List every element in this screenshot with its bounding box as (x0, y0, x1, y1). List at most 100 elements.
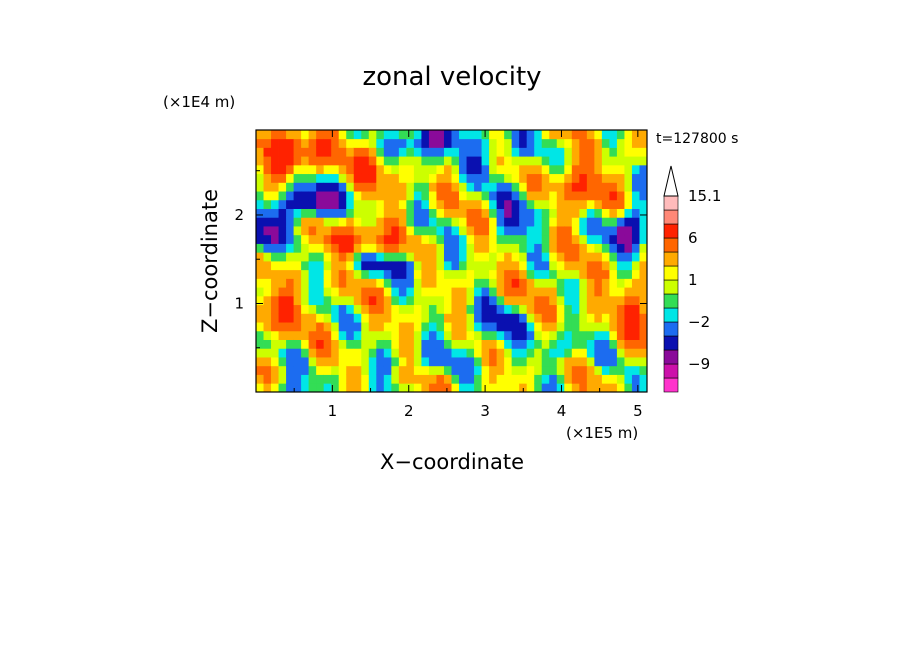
heatmap-cell (406, 374, 415, 384)
heatmap-cell (481, 322, 490, 332)
heatmap-cell (541, 191, 550, 201)
heatmap-cell (481, 278, 490, 288)
heatmap-cell (466, 348, 475, 358)
heatmap-cell (489, 365, 498, 375)
heatmap-cell (428, 287, 437, 297)
heatmap-cell (391, 278, 400, 288)
heatmap-cell (398, 295, 407, 306)
heatmap-cell (519, 365, 528, 375)
heatmap-cell (413, 313, 422, 323)
heatmap-cell (368, 173, 377, 183)
heatmap-cell (616, 173, 625, 183)
heatmap-cell (256, 130, 264, 140)
heatmap-cell (368, 164, 377, 175)
heatmap-cell (601, 164, 610, 175)
heatmap-cell (286, 322, 294, 332)
heatmap-cell (466, 138, 475, 148)
heatmap-cell (579, 208, 588, 218)
heatmap-cell (579, 130, 588, 140)
heatmap-cell (631, 173, 640, 183)
heatmap-cell (496, 374, 505, 384)
heatmap-cell (406, 226, 415, 236)
heatmap-cell (338, 243, 347, 253)
heatmap-cell (556, 182, 565, 192)
heatmap-cell (586, 348, 595, 358)
heatmap-cell (564, 304, 573, 314)
heatmap-cell (353, 330, 362, 340)
colorbar-label: −2 (688, 313, 710, 331)
heatmap-cell (601, 156, 610, 166)
heatmap-cell (534, 304, 543, 314)
heatmap-cell (346, 234, 355, 244)
heatmap-cell (519, 278, 528, 288)
heatmap-cell (564, 313, 573, 323)
heatmap-cell (496, 278, 505, 288)
heatmap-cell (421, 348, 430, 358)
heatmap-cell (308, 295, 317, 306)
heatmap-cell (323, 243, 332, 253)
heatmap-cell (459, 156, 467, 166)
heatmap-cell (504, 156, 513, 166)
heatmap-cell (398, 217, 407, 227)
heatmap-cell (639, 304, 648, 314)
heatmap-cell (549, 226, 558, 236)
heatmap-cell (556, 348, 565, 358)
heatmap-cell (368, 217, 377, 227)
heatmap-cell (406, 383, 415, 393)
heatmap-cell (609, 199, 618, 209)
heatmap-cell (263, 199, 272, 209)
heatmap-cell (383, 217, 392, 227)
heatmap-cell (571, 339, 580, 349)
heatmap-field (256, 130, 648, 393)
heatmap-cell (586, 208, 595, 218)
heatmap-cell (353, 383, 362, 393)
heatmap-cell (278, 287, 287, 297)
heatmap-cell (421, 322, 430, 332)
heatmap-cell (263, 252, 272, 262)
heatmap-cell (519, 261, 528, 271)
heatmap-cell (594, 269, 603, 279)
heatmap-cell (639, 287, 648, 297)
heatmap-cell (308, 374, 317, 384)
heatmap-cell (639, 348, 648, 358)
heatmap-cell (421, 304, 430, 314)
heatmap-cell (541, 287, 550, 297)
heatmap-cell (631, 357, 640, 367)
heatmap-cell (601, 199, 610, 209)
x-tick-label: 4 (557, 402, 567, 420)
heatmap-cell (549, 217, 558, 227)
heatmap-cell (571, 182, 580, 192)
heatmap-cell (481, 191, 490, 201)
heatmap-cell (391, 374, 400, 384)
heatmap-cell (534, 226, 543, 236)
heatmap-cell (308, 365, 317, 375)
heatmap-cell (579, 322, 588, 332)
heatmap-cell (316, 348, 325, 358)
heatmap-cell (541, 357, 550, 367)
heatmap-cell (451, 357, 460, 367)
heatmap-cell (286, 156, 294, 166)
heatmap-cell (323, 322, 332, 332)
heatmap-cell (421, 383, 430, 393)
heatmap-cell (541, 383, 550, 393)
heatmap-cell (398, 374, 407, 384)
heatmap-cell (271, 191, 279, 201)
heatmap-cell (443, 313, 452, 323)
heatmap-cell (586, 383, 595, 393)
heatmap-cell (451, 304, 460, 314)
heatmap-cell (496, 295, 505, 306)
heatmap-cell (376, 322, 385, 332)
heatmap-cell (466, 357, 475, 367)
heatmap-cell (271, 374, 279, 384)
heatmap-cell (346, 208, 355, 218)
heatmap-cell (316, 226, 325, 236)
heatmap-cell (443, 339, 452, 349)
heatmap-cell (338, 357, 347, 367)
heatmap-cell (556, 208, 565, 218)
heatmap-cell (428, 130, 437, 140)
heatmap-cell (413, 365, 422, 375)
heatmap-cell (624, 313, 633, 323)
heatmap-cell (316, 374, 325, 384)
heatmap-cell (383, 269, 392, 279)
heatmap-cell (526, 191, 535, 201)
